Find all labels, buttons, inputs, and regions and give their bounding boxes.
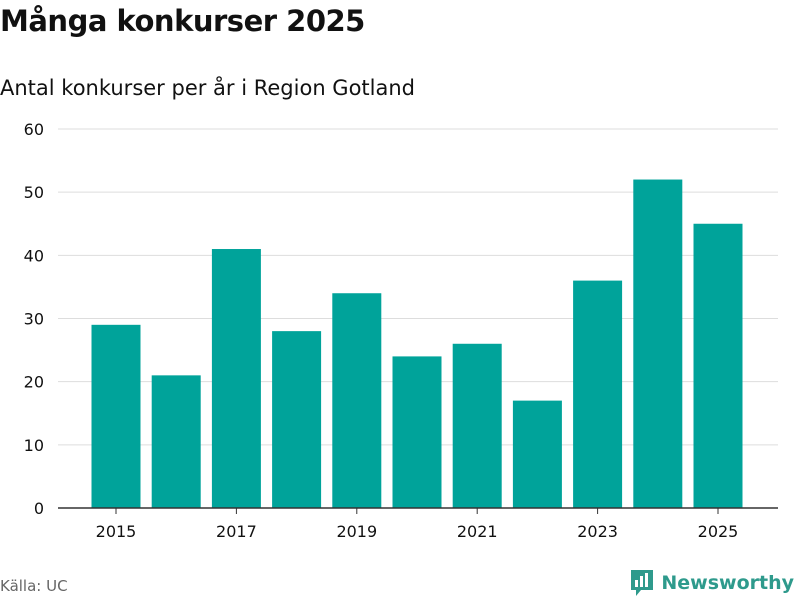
- bars: [91, 179, 743, 509]
- bar-2020: [392, 356, 442, 508]
- bar-chart-speech-bubble-icon: [631, 570, 654, 596]
- y-tick-label: 10: [24, 436, 44, 455]
- chart-title: Många konkurser 2025: [0, 4, 365, 38]
- y-tick-label: 0: [34, 499, 44, 518]
- bar-2016: [151, 375, 201, 508]
- y-tick-label: 50: [24, 183, 44, 202]
- source-note: Källa: UC: [0, 577, 68, 595]
- x-tick-label: 2021: [457, 522, 498, 541]
- bar-2018: [272, 331, 322, 508]
- x-tick-label: 2023: [577, 522, 618, 541]
- x-tick-label: 2025: [698, 522, 739, 541]
- bar-2023: [573, 280, 623, 508]
- brand-name: Newsworthy: [661, 572, 794, 594]
- bar-2019: [332, 293, 382, 508]
- bar-2025: [693, 223, 743, 508]
- bar-2017: [211, 249, 261, 508]
- bar-chart: 0 10 20 30 40 50 60 2015 2017 2019 2021 2023 2025: [24, 120, 778, 541]
- y-axis-tick-labels: 0 10 20 30 40 50 60: [24, 120, 44, 518]
- y-tick-label: 20: [24, 373, 44, 392]
- y-tick-label: 60: [24, 120, 44, 139]
- bar-2015: [91, 324, 141, 508]
- chart-subtitle: Antal konkurser per år i Region Gotland: [0, 76, 415, 100]
- y-tick-label: 40: [24, 246, 44, 265]
- bar-2022: [512, 400, 562, 508]
- brand-logo: Newsworthy: [629, 568, 794, 598]
- x-tick-label: 2017: [216, 522, 257, 541]
- x-tick-label: 2015: [96, 522, 137, 541]
- bar-2024: [633, 179, 683, 509]
- x-axis-ticks: 2015 2017 2019 2021 2023 2025: [96, 508, 739, 541]
- y-tick-label: 30: [24, 310, 44, 329]
- x-tick-label: 2019: [336, 522, 377, 541]
- bar-2021: [452, 343, 502, 508]
